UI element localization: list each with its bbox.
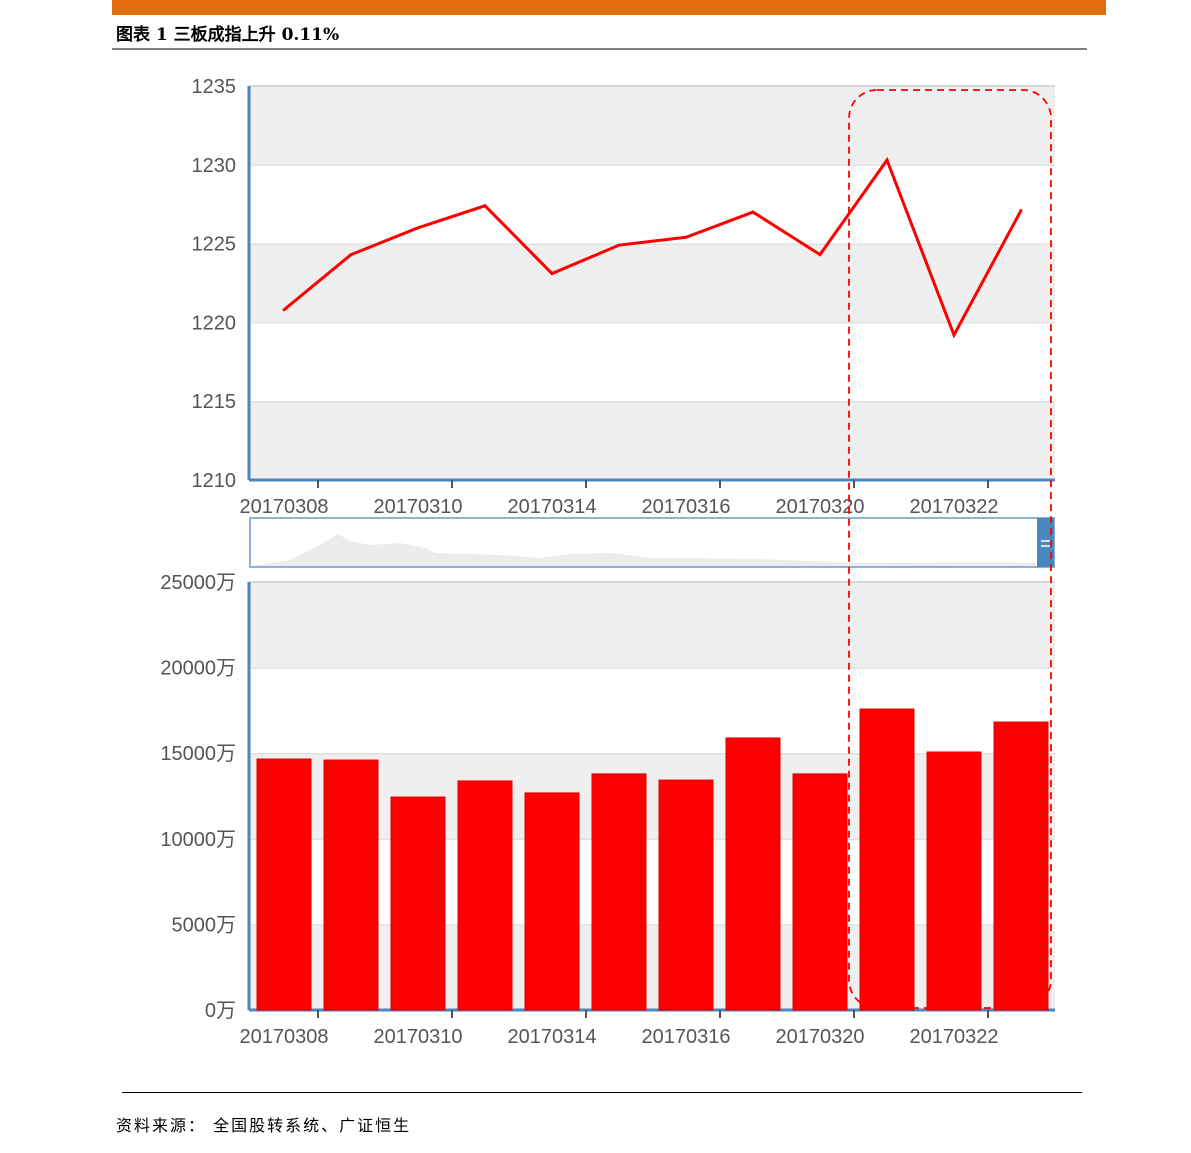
x-tick-label: 20170310 [374,496,463,518]
handle-grip-icon [1041,545,1050,547]
x-tick-label: 20170314 [508,496,597,518]
y-tick-label: 1225 [192,234,237,256]
point-20170320 [818,253,822,257]
y-tick-label: 20000万 [160,658,236,680]
y-tick-label: 10000万 [160,829,236,851]
grid-band [249,753,1055,839]
y-tick-label: 5000万 [172,914,237,936]
line-chart: 1210 1215 1220 1225 1230 1235 20170308 20170310… [192,76,1055,518]
point-20170308 [282,308,286,312]
grid-band [249,924,1055,1010]
x-tick-label: 20170316 [642,1026,731,1048]
x-tick-label: 20170322 [910,1026,999,1048]
x-tick-label: 20170308 [240,496,329,518]
source-note: 资料来源： 全国股转系统、广证恒生 [116,1116,412,1135]
x-tick-label: 20170320 [776,496,865,518]
bar-20170313 [457,780,513,1011]
bar-20170317 [725,737,781,1011]
point-20170322 [952,333,956,337]
point-20170316 [684,235,688,239]
x-tick-label: 20170310 [374,1026,463,1048]
grid-band [249,582,1055,668]
handle-grip-icon [1041,540,1050,542]
x-tick-label: 20170308 [240,1026,329,1048]
bar-20170316 [658,779,714,1011]
bar-20170322 [926,751,982,1011]
grid-band [249,667,1055,754]
figure-title: 图表 1 三板成指上升 0.11% [116,25,340,45]
title-divider [112,48,1087,50]
point-20170315 [617,243,621,247]
highlight-box [848,89,1052,1009]
bar-20170321 [859,708,915,1011]
point-20170310 [416,226,420,230]
y-tick-label: 1220 [192,312,237,334]
y-tick-label: 15000万 [160,743,236,765]
point-20170321 [885,158,889,162]
y-tick-label: 1235 [192,76,237,98]
bar-chart: 0万 5000万 10000万 15000万 20000万 25000万 20170308 2… [160,572,1055,1048]
point-20170317 [751,210,755,214]
grid-band [249,243,1055,323]
grid-band [249,401,1055,480]
bar-20170310 [390,796,446,1011]
bar-20170314 [524,792,580,1011]
y-tick-label: 1215 [192,391,237,413]
point-20170314 [550,272,554,276]
grid-band [249,838,1055,925]
y-tick-label: 1230 [192,155,237,177]
bar-20170309 [323,759,379,1011]
bar-20170315 [591,773,647,1011]
highlight-dashed-rect [848,89,1052,1009]
y-tick-label: 0万 [205,1000,236,1022]
navigator-series [252,534,1036,566]
point-20170323 [1019,209,1023,213]
navigator[interactable] [249,517,1055,568]
x-tick-label: 20170316 [642,496,731,518]
grid-band [249,86,1055,165]
point-20170313 [483,204,487,208]
navigator-handle[interactable] [1037,518,1054,567]
grid-band [249,164,1055,244]
bar-20170323 [993,721,1049,1011]
header-accent-bar [112,0,1106,15]
x-tick-label: 20170314 [508,1026,597,1048]
point-20170309 [349,253,353,257]
bar-20170320 [792,773,848,1011]
x-tick-label: 20170322 [910,496,999,518]
footer-divider [122,1092,1082,1093]
y-tick-label: 1210 [192,470,237,492]
series-line [283,156,1023,339]
x-tick-label: 20170320 [776,1026,865,1048]
bar-20170308 [256,758,312,1011]
grid-band [249,322,1055,402]
y-tick-label: 25000万 [160,572,236,594]
